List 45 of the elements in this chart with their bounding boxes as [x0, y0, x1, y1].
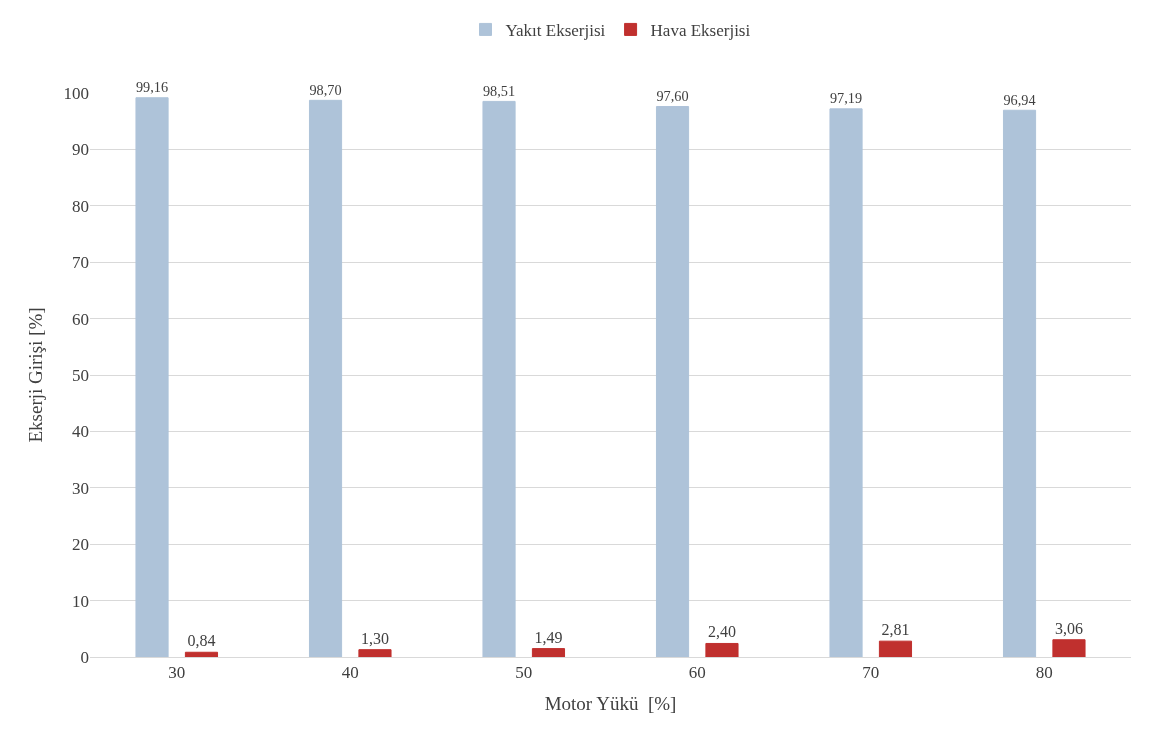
bar [655, 106, 690, 657]
bar [1052, 639, 1086, 657]
y-axis-title: Ekserji Girişi [%] [25, 307, 47, 443]
y-tick-label: 0 [80, 647, 89, 667]
data-label: 98,70 [309, 81, 342, 98]
data-label: 97,19 [829, 90, 863, 107]
y-tick-label: 80 [72, 196, 89, 216]
bar [878, 640, 913, 657]
bar [135, 97, 169, 657]
x-tick-label: 60 [688, 663, 706, 683]
legend-label: Hava Ekserjisi [650, 21, 751, 41]
x-tick-label: 70 [862, 663, 880, 683]
y-tick-label: 90 [72, 140, 89, 160]
data-label: 96,94 [1003, 91, 1036, 108]
y-tick-label: 40 [72, 422, 89, 442]
data-label: 98,51 [482, 82, 516, 99]
data-label: 1,30 [360, 629, 389, 647]
x-tick-label: 80 [1035, 663, 1053, 683]
data-label: 99,16 [135, 79, 169, 96]
bar [829, 108, 863, 657]
bar [531, 648, 566, 657]
x-tick-label: 40 [341, 663, 359, 683]
y-tick-label: 50 [72, 365, 89, 385]
bar [184, 651, 219, 657]
y-tick-label: 20 [72, 535, 89, 555]
data-label: 3,06 [1054, 619, 1083, 637]
y-tick-label: 30 [72, 478, 89, 498]
legend-label: Yakıt Ekserjisi [505, 21, 606, 41]
bar [1002, 109, 1037, 657]
y-tick-label: 70 [72, 253, 89, 273]
bar [705, 642, 739, 657]
y-tick-label: 100 [63, 83, 89, 103]
data-label: 0,84 [187, 632, 216, 650]
x-axis-title: Motor Yükü [%] [544, 693, 677, 715]
bar [358, 649, 392, 657]
data-label: 2,40 [707, 623, 736, 641]
y-tick-label: 10 [72, 591, 89, 611]
data-label: 97,60 [656, 87, 689, 104]
x-tick-label: 50 [515, 663, 533, 683]
bar [482, 100, 516, 657]
data-label: 2,81 [881, 621, 910, 639]
x-tick-label: 30 [168, 663, 186, 683]
y-tick-label: 60 [72, 309, 89, 329]
data-label: 1,49 [534, 628, 563, 646]
bar [308, 99, 343, 657]
